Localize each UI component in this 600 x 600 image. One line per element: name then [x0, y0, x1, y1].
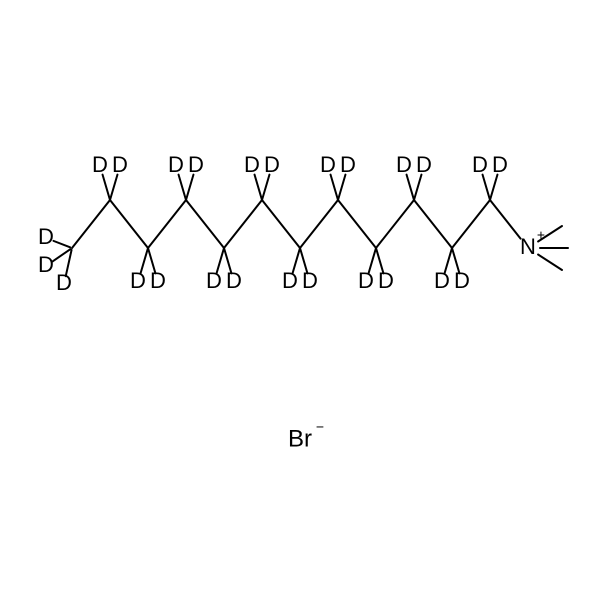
- bond: [262, 175, 269, 200]
- atom-label: Br: [288, 425, 312, 452]
- bond: [53, 249, 71, 261]
- atom-label: D: [168, 152, 184, 177]
- atom-label: −: [316, 419, 324, 435]
- atom-label: D: [244, 152, 260, 177]
- atom-label: D: [130, 268, 146, 293]
- bond: [53, 241, 70, 247]
- bond: [255, 175, 262, 200]
- bond: [414, 200, 452, 248]
- bond: [186, 200, 224, 248]
- bond: [414, 175, 421, 200]
- atom-label: D: [434, 268, 450, 293]
- atom-label: D: [188, 152, 204, 177]
- bond: [72, 200, 110, 248]
- bond: [338, 175, 345, 200]
- atom-label: D: [320, 152, 336, 177]
- atom-label: D: [150, 268, 166, 293]
- bond: [224, 200, 262, 248]
- bond: [179, 175, 186, 200]
- atom-label: D: [340, 152, 356, 177]
- atom-label: D: [472, 152, 488, 177]
- bond: [186, 175, 193, 200]
- atom-label: D: [396, 152, 412, 177]
- atom-label: D: [358, 268, 374, 293]
- atom-label: D: [38, 224, 54, 249]
- bond: [110, 175, 117, 200]
- bond: [376, 200, 414, 248]
- atom-label: D: [264, 152, 280, 177]
- atom-label: D: [416, 152, 432, 177]
- molecule-diagram: DDDDDDDDDDDDDDDDDDDDDDDDDN+Br−: [0, 0, 600, 600]
- bond: [483, 175, 490, 200]
- atom-label: D: [206, 268, 222, 293]
- bond: [148, 200, 186, 248]
- atom-label: D: [302, 268, 318, 293]
- bond: [331, 175, 338, 200]
- atom-label: D: [492, 152, 508, 177]
- atom-label: D: [454, 268, 470, 293]
- bond: [338, 200, 376, 248]
- bond: [490, 175, 497, 200]
- atom-label: D: [378, 268, 394, 293]
- bond: [103, 175, 110, 200]
- bond: [110, 200, 148, 248]
- bond: [300, 200, 338, 248]
- atom-label: D: [282, 268, 298, 293]
- atom-label: D: [226, 268, 242, 293]
- atom-label: D: [38, 252, 54, 277]
- atom-label: N: [520, 234, 536, 259]
- atom-label: D: [92, 152, 108, 177]
- atom-label: D: [112, 152, 128, 177]
- bond: [262, 200, 300, 248]
- atom-label: D: [56, 270, 72, 295]
- bond: [538, 255, 562, 270]
- bond: [452, 200, 490, 248]
- bond: [407, 175, 414, 200]
- bond: [490, 200, 521, 239]
